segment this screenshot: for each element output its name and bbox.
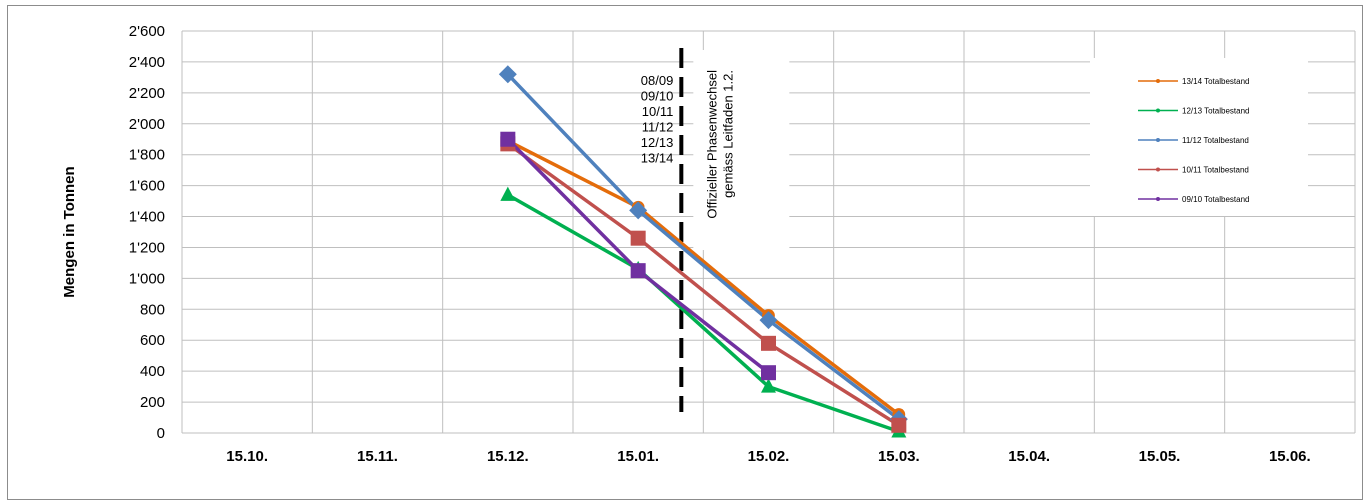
y-tick-label: 0 [157,425,165,442]
y-tick-label: 2'400 [129,54,165,71]
legend-marker [1156,167,1160,172]
data-point [761,335,776,351]
y-tick-label: 1'600 [129,178,165,195]
x-tick-label: 15.06. [1269,448,1311,465]
x-tick-label: 15.02. [748,448,790,465]
legend-label: 09/10 Totalbestand [1182,195,1249,204]
x-tick-label: 15.04. [1008,448,1050,465]
data-point [891,417,907,433]
data-point [629,201,648,220]
data-point [500,131,516,147]
phase-annotation-text: gemäss Leitfaden 1.2. [720,70,735,198]
x-tick-label: 15.05. [1139,448,1181,465]
phase-annotation-text: Offizieller Phasenwechsel [704,70,719,219]
x-tick-label: 15.10. [226,448,268,465]
data-point [761,365,776,381]
legend-marker [1156,197,1160,201]
data-point [761,378,776,393]
y-tick-label: 600 [140,332,165,349]
x-tick-label: 15.01. [617,448,659,465]
legend-marker [1156,108,1160,113]
y-tick-label: 1'400 [129,209,165,226]
y-tick-label: 1'000 [129,270,165,287]
series-line [507,139,900,416]
series-line [506,73,900,421]
y-tick-label: 1'200 [129,239,165,256]
season-label: 09/10 [641,89,674,104]
y-tick-label: 2'200 [129,85,165,102]
legend-marker [1156,138,1160,142]
season-label: 11/12 [642,120,674,135]
x-tick-label: 15.03. [878,448,920,465]
data-point [498,65,517,84]
season-label: 12/13 [641,135,674,150]
data-point [500,186,516,201]
y-tick-label: 1'800 [129,147,165,164]
legend-label: 10/11 Totalbestand [1182,166,1249,175]
y-tick-label: 800 [140,301,165,318]
season-label: 13/14 [641,151,674,166]
annotation-background [693,50,790,250]
data-point [759,311,778,330]
x-tick-label: 15.12. [487,448,529,465]
y-tick-label: 200 [140,394,165,411]
legend-label: 11/12 Totalbestand [1182,136,1249,145]
y-tick-label: 400 [140,363,165,380]
season-label: 08/09 [641,73,674,88]
y-tick-label: 2'000 [129,116,165,133]
legend-label: 12/13 Totalbestand [1182,107,1249,116]
legend-label: 13/14 Totalbestand [1182,77,1249,86]
y-tick-label: 2'600 [129,23,165,40]
data-point [630,230,646,246]
data-point [630,263,646,279]
series-line [506,142,900,427]
legend-marker [1156,79,1160,83]
season-label: 10/11 [642,104,674,119]
x-tick-label: 15.11. [357,448,398,465]
y-axis-label: Mengen in Tonnen [61,166,78,297]
series-line [506,193,900,434]
legend-box [1090,58,1308,216]
